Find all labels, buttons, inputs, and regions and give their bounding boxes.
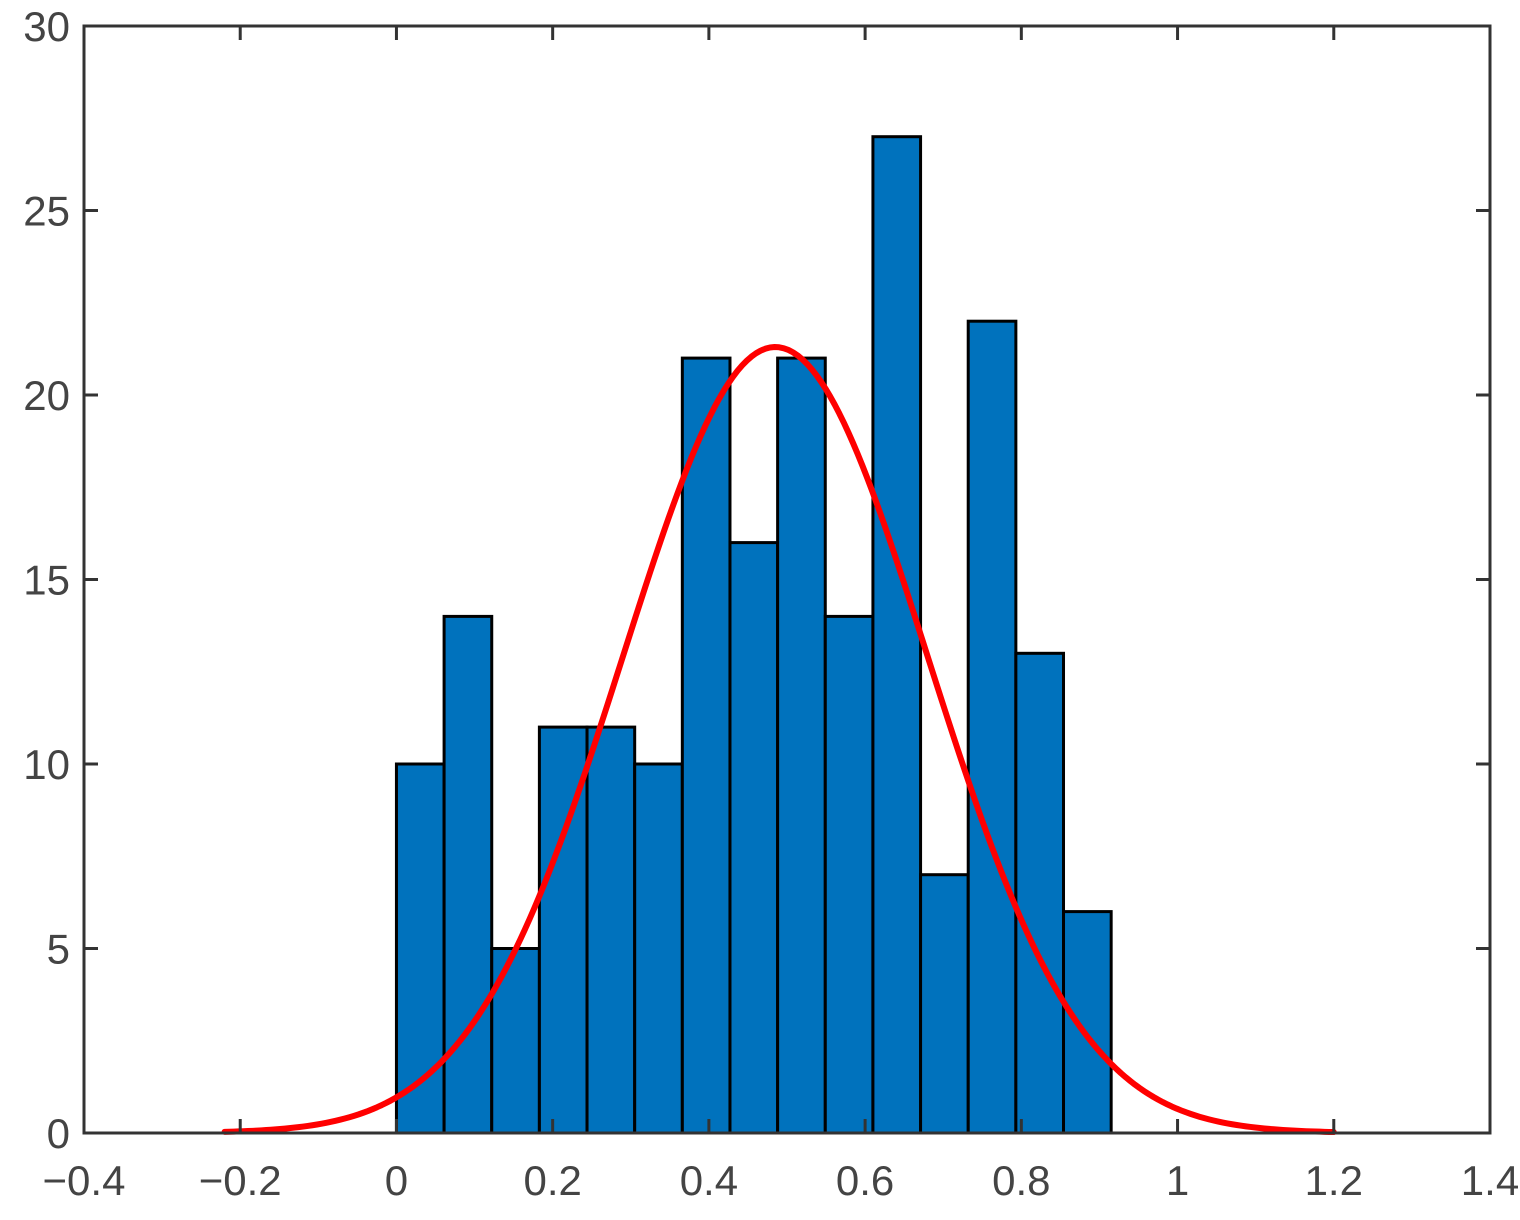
x-tick-label: 0.6: [836, 1157, 894, 1204]
histogram-bar: [394, 762, 446, 1135]
tick-labels-layer: −0.4 −0.2 0 0.2 0.4 0.6 0.8 1 1.2 1.4 0 5 10 15 20 25 30: [23, 3, 1519, 1204]
bars-layer: [394, 135, 1113, 1135]
axes-layer: [82, 24, 1492, 1135]
x-tick-label: −0.4: [43, 1157, 126, 1204]
y-tick-label: 20: [23, 372, 70, 419]
x-tick-label: 0.4: [680, 1157, 738, 1204]
histogram-bar: [919, 873, 970, 1135]
x-tick-label: 0.8: [992, 1157, 1050, 1204]
histogram-bar: [871, 135, 923, 1135]
y-tick-label: 30: [23, 3, 70, 50]
histogram-bar: [1014, 651, 1066, 1135]
histogram-bar: [1062, 910, 1113, 1135]
histogram-bar: [585, 725, 637, 1135]
histogram-bar: [823, 614, 875, 1135]
y-tick-label: 15: [23, 557, 70, 604]
histogram-bar: [776, 356, 827, 1135]
x-tick-label: 1: [1166, 1157, 1189, 1204]
histogram-bar: [633, 762, 684, 1135]
x-tick-label: −0.2: [199, 1157, 282, 1204]
normal-fit-curve: [221, 344, 1337, 1136]
histogram-bar: [728, 541, 780, 1135]
x-tick-label: 0.2: [523, 1157, 581, 1204]
y-tick-label: 5: [47, 926, 70, 973]
curve-layer: [221, 344, 1337, 1136]
histogram-bar: [680, 356, 732, 1135]
x-tick-label: 1.4: [1461, 1157, 1519, 1204]
x-tick-label: 0: [385, 1157, 408, 1204]
y-tick-label: 25: [23, 188, 70, 235]
y-tick-label: 10: [23, 741, 70, 788]
y-tick-label: 0: [47, 1110, 70, 1157]
x-tick-label: 1.2: [1305, 1157, 1363, 1204]
histogram-bar: [966, 319, 1018, 1135]
